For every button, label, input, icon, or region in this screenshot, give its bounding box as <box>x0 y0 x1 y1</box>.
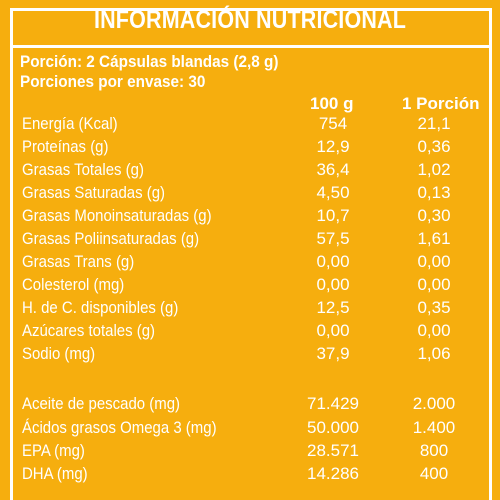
nutrient-label: Grasas Trans (g) <box>22 252 135 271</box>
value-per-portion: 1,02 <box>417 160 451 179</box>
nutrient-row: Energía (Kcal) 754 21,1 <box>0 114 500 136</box>
value-per-100g: 0,00 <box>316 275 350 294</box>
nutrient-row: Sodio (mg) 37,9 1,06 <box>0 344 500 366</box>
value-per-portion: 2.000 <box>412 394 456 413</box>
value-per-portion: 800 <box>419 441 449 460</box>
value-per-portion: 0,13 <box>417 183 451 202</box>
nutrient-label: Azúcares totales (g) <box>22 321 156 340</box>
value-per-portion: 0,36 <box>417 137 451 156</box>
nutrient-row: Azúcares totales (g) 0,00 0,00 <box>0 321 500 343</box>
value-per-portion: 1.400 <box>412 418 456 437</box>
nutrient-row: Grasas Poliinsaturadas (g) 57,5 1,61 <box>0 229 500 251</box>
nutrient-row: Grasas Totales (g) 36,4 1,02 <box>0 160 500 182</box>
nutrient-row: H. de C. disponibles (g) 12,5 0,35 <box>0 298 500 320</box>
value-per-portion: 0,35 <box>417 298 451 317</box>
value-per-100g: 37,9 <box>316 344 350 363</box>
value-per-100g: 4,50 <box>316 183 350 202</box>
nutrient-label: Grasas Monoinsaturadas (g) <box>22 206 212 225</box>
value-per-100g: 50.000 <box>307 418 359 437</box>
extra-label: EPA (mg) <box>22 441 85 460</box>
extra-row: Ácidos grasos Omega 3 (mg) 50.000 1.400 <box>0 418 500 440</box>
nutrient-label: Energía (Kcal) <box>22 114 118 133</box>
extra-label: DHA (mg) <box>22 464 88 483</box>
value-per-portion: 0,00 <box>417 252 451 271</box>
value-per-100g: 0,00 <box>316 252 350 271</box>
value-per-100g: 57,5 <box>316 229 350 248</box>
value-per-100g: 71.429 <box>307 394 359 413</box>
nutrient-label: Proteínas (g) <box>22 137 109 156</box>
value-per-100g: 754 <box>318 114 348 133</box>
servings-per-container: Porciones por envase: 30 <box>20 72 206 91</box>
extra-row: EPA (mg) 28.571 800 <box>0 441 500 463</box>
extra-label: Ácidos grasos Omega 3 (mg) <box>22 418 217 437</box>
value-per-portion: 0,00 <box>417 321 451 340</box>
nutrient-row: Grasas Monoinsaturadas (g) 10,7 0,30 <box>0 206 500 228</box>
value-per-portion: 1,06 <box>417 344 451 363</box>
column-header-100g: 100 g <box>310 94 354 113</box>
value-per-100g: 12,9 <box>316 137 350 156</box>
serving-size: Porción: 2 Cápsulas blandas (2,8 g) <box>20 52 279 71</box>
column-header-portion: 1 Porción <box>402 94 480 113</box>
nutrient-label: Grasas Poliinsaturadas (g) <box>22 229 200 248</box>
value-per-100g: 10,7 <box>316 206 350 225</box>
page-title: INFORMACIÓN NUTRICIONAL <box>93 5 407 34</box>
extra-row: DHA (mg) 14.286 400 <box>0 464 500 486</box>
nutrient-label: Grasas Saturadas (g) <box>22 183 166 202</box>
value-per-portion: 21,1 <box>417 114 451 133</box>
extra-label: Aceite de pescado (mg) <box>22 394 181 413</box>
title-divider <box>10 45 492 48</box>
value-per-portion: 1,61 <box>417 229 451 248</box>
nutrient-label: H. de C. disponibles (g) <box>22 298 179 317</box>
nutrient-row: Colesterol (mg) 0,00 0,00 <box>0 275 500 297</box>
value-per-100g: 0,00 <box>316 321 350 340</box>
nutrient-row: Proteínas (g) 12,9 0,36 <box>0 137 500 159</box>
nutrient-label: Grasas Totales (g) <box>22 160 144 179</box>
nutrient-row: Grasas Trans (g) 0,00 0,00 <box>0 252 500 274</box>
value-per-portion: 0,30 <box>417 206 451 225</box>
nutrient-label: Sodio (mg) <box>22 344 96 363</box>
value-per-portion: 0,00 <box>417 275 451 294</box>
nutrient-label: Colesterol (mg) <box>22 275 125 294</box>
label-frame <box>10 8 492 500</box>
extra-row: Aceite de pescado (mg) 71.429 2.000 <box>0 394 500 416</box>
value-per-portion: 400 <box>419 464 449 483</box>
value-per-100g: 12,5 <box>316 298 350 317</box>
value-per-100g: 14.286 <box>307 464 359 483</box>
nutrient-row: Grasas Saturadas (g) 4,50 0,13 <box>0 183 500 205</box>
value-per-100g: 36,4 <box>316 160 350 179</box>
value-per-100g: 28.571 <box>307 441 359 460</box>
